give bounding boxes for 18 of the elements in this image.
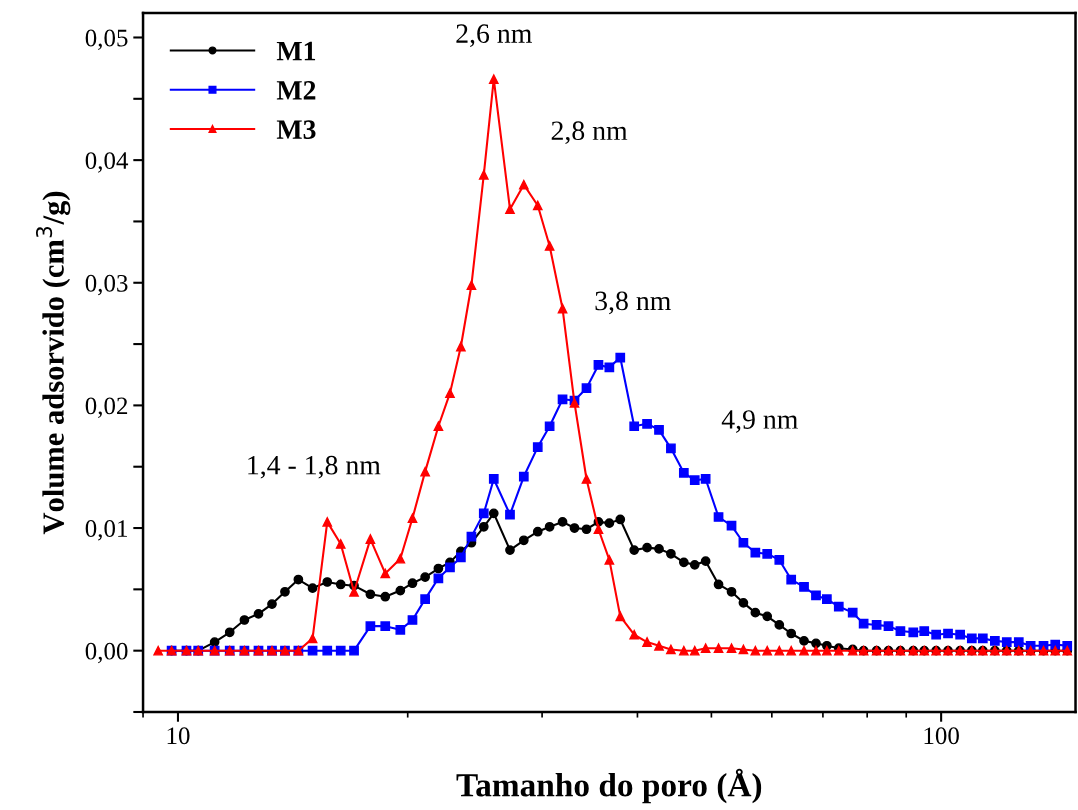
- legend-label: M3: [276, 120, 316, 139]
- annotation: 2,6 nm: [456, 24, 532, 47]
- legend-label: M1: [276, 41, 316, 61]
- annotation: 2,8 nm: [551, 121, 628, 145]
- x-tick-label: 100: [924, 727, 959, 745]
- legend-label: M2: [276, 81, 316, 100]
- x-tick-label: 10: [167, 727, 190, 745]
- y-axis-title: Volume adsorvido (cm$^{3}$/g): [36, 191, 71, 535]
- y-tick-label: 0,04: [85, 152, 129, 173]
- annotation: 1,4 - 1,8 nm: [248, 455, 381, 479]
- y-tick-label: 0,00: [85, 642, 128, 664]
- x-axis-title: Tamanho do poro (Å): [456, 768, 762, 804]
- y-tick-label: 0,01: [85, 520, 127, 541]
- annotation: 4,9 nm: [721, 410, 798, 433]
- y-tick-label: 0,02: [85, 397, 128, 418]
- y-tick-label: 0,03: [85, 274, 128, 296]
- y-tick-label: 0,05: [85, 29, 128, 50]
- annotation: 3,8 nm: [595, 291, 671, 315]
